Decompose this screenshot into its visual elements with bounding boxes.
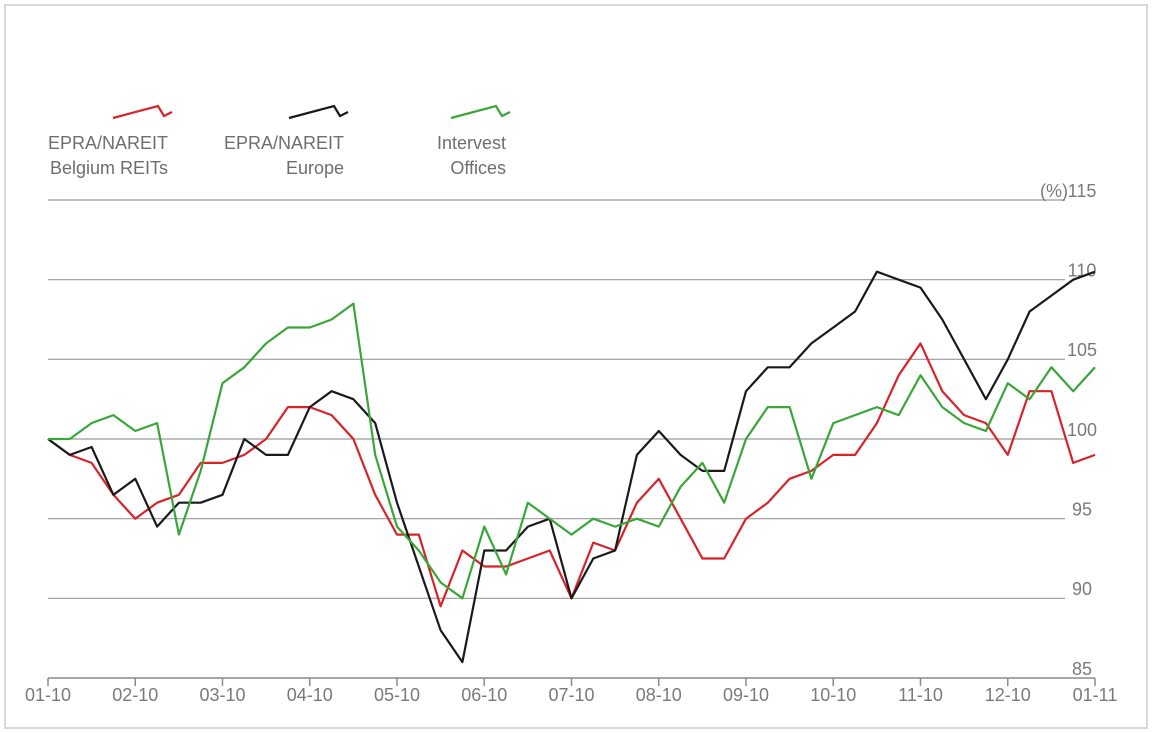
y-tick-label: 100 — [1067, 420, 1097, 440]
x-tick-label: 01-11 — [1073, 685, 1118, 705]
legend-swatch — [450, 104, 511, 120]
legend-swatch — [288, 104, 349, 120]
y-tick-label: 90 — [1072, 579, 1092, 599]
legend-label: Intervest Offices — [436, 133, 506, 178]
x-tick-label: 03-10 — [199, 685, 245, 705]
series-line — [47, 342, 1096, 608]
y-unit: (%) — [1040, 181, 1068, 201]
y-tick-label: 95 — [1072, 499, 1092, 519]
series-line — [48, 302, 1096, 600]
x-tick-label: 11-10 — [898, 685, 943, 705]
x-tick-label: 09-10 — [723, 685, 769, 705]
x-tick-label: 04-10 — [287, 685, 333, 705]
y-tick-label: 85 — [1072, 659, 1092, 679]
x-tick-label: 05-10 — [374, 685, 420, 705]
legend-label: EPRA/NAREIT Belgium REITs — [47, 133, 168, 178]
frame — [4, 4, 1148, 729]
y-tick-label: 105 — [1067, 340, 1097, 360]
x-tick-label: 06-10 — [461, 685, 507, 705]
x-tick-label: 07-10 — [548, 685, 594, 705]
x-tick-label: 10-10 — [810, 685, 856, 705]
legend-swatch — [112, 104, 173, 120]
x-tick-label: 12-10 — [985, 685, 1031, 705]
y-tick-label: 115 — [1068, 181, 1097, 201]
y-tick-label: 110 — [1068, 260, 1097, 280]
legend-label: EPRA/NAREIT Europe — [223, 133, 344, 178]
x-tick-label: 01-10 — [25, 685, 71, 705]
x-tick-label: 02-10 — [112, 685, 158, 705]
x-tick-label: 08-10 — [636, 685, 682, 705]
series-line — [47, 270, 1096, 664]
